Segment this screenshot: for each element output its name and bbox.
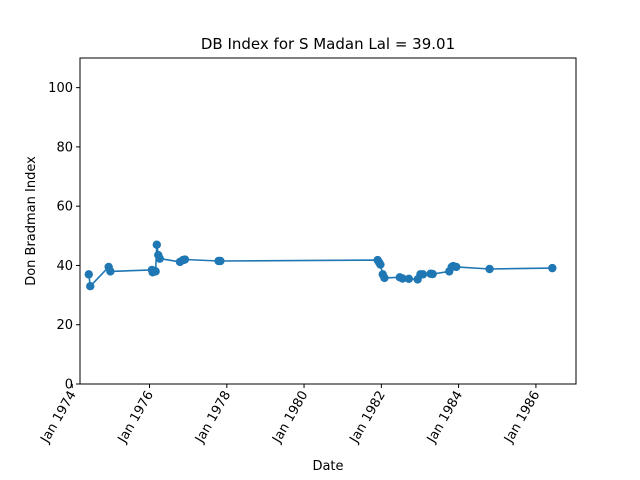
data-point [548, 263, 557, 273]
x-tick-label: Jan 1974 [38, 389, 80, 447]
x-tick-label: Jan 1978 [192, 389, 234, 447]
y-tick-label: 20 [56, 318, 73, 333]
x-tick-label: Jan 1986 [501, 389, 543, 447]
y-tick-label: 0 [65, 378, 73, 393]
y-tick-label: 60 [56, 200, 73, 215]
x-axis: Jan 1974 Jan 1976 Jan 1978 Jan 1980 Jan 1982… [38, 384, 543, 447]
data-point [418, 270, 428, 279]
y-tick-label: 100 [48, 81, 73, 96]
x-tick-label: Jan 1980 [269, 389, 311, 447]
plot-frame [79, 57, 577, 385]
data-point [376, 260, 385, 269]
y-tick-label: 80 [56, 140, 73, 155]
y-axis-label: Don Bradman Index [24, 156, 39, 286]
y-tick-label: 40 [56, 259, 73, 274]
data-point [380, 273, 389, 283]
data-point [428, 269, 437, 279]
y-axis: 0 20 40 60 80 100 [48, 81, 80, 393]
chart-title: DB Index for S Madan Lal = 39.01 [201, 35, 455, 53]
data-point [452, 262, 461, 272]
data-point [106, 267, 115, 276]
data-point [180, 255, 190, 264]
x-tick-label: Jan 1982 [347, 389, 389, 447]
x-tick-label: Jan 1976 [115, 389, 157, 447]
series-layer [84, 240, 557, 291]
data-point [84, 270, 93, 279]
data-point [485, 264, 494, 274]
data-point [86, 282, 95, 291]
x-tick-label: Jan 1984 [424, 389, 466, 447]
data-point [155, 254, 164, 263]
data-point [404, 274, 414, 283]
data-point [216, 256, 225, 266]
x-axis-label: Date [312, 459, 343, 474]
data-point [398, 274, 407, 283]
data-point [152, 240, 161, 249]
data-point [151, 267, 160, 276]
plot-area [80, 58, 576, 384]
